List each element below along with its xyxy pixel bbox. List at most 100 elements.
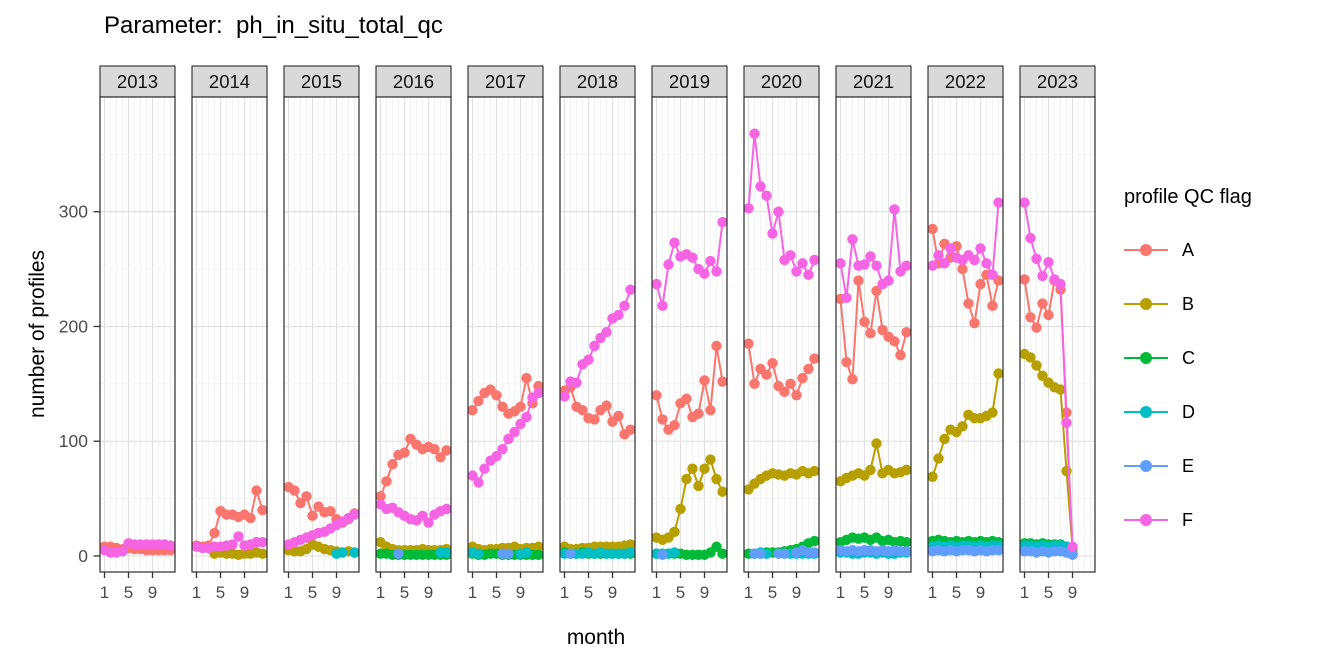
legend-key-icon [1124, 351, 1168, 365]
facet-strip [651, 65, 728, 98]
panel-background [192, 97, 267, 572]
facet-series-group [928, 197, 1003, 557]
data-point-C [711, 541, 722, 552]
data-point-F [441, 503, 451, 515]
data-point-B [871, 438, 882, 449]
facet-strip [467, 65, 544, 98]
data-point-A [785, 378, 796, 390]
data-point-F [468, 470, 478, 481]
data-point-F [509, 426, 520, 438]
data-point-F [491, 450, 502, 462]
data-point-A [429, 444, 440, 455]
data-point-E [393, 548, 404, 559]
data-point-F [663, 259, 674, 270]
data-point-A [901, 327, 911, 338]
data-point-A [797, 372, 808, 384]
data-point-A [301, 491, 312, 502]
legend-item-E: E [1118, 439, 1252, 493]
data-point-F [257, 536, 267, 548]
data-point-A [325, 505, 336, 517]
x-tick-label: 9 [424, 583, 433, 602]
panel-border [927, 96, 1004, 573]
data-point-F [473, 477, 484, 488]
y-tick-label: 0 [78, 546, 88, 566]
data-point-F [423, 517, 434, 528]
data-point-A [693, 408, 704, 419]
x-tick-label: 1 [652, 583, 661, 602]
data-point-F [233, 531, 244, 542]
data-point-A [744, 338, 754, 349]
data-point-F [836, 258, 846, 269]
data-point-A [209, 527, 220, 539]
data-point-F [749, 128, 760, 139]
facet-strip [191, 65, 268, 98]
data-point-A [1025, 312, 1036, 323]
x-tick-label: 5 [1044, 583, 1053, 602]
data-point-F [755, 181, 766, 192]
data-point-A [497, 401, 508, 412]
data-point-D [337, 547, 348, 558]
data-point-A [245, 512, 256, 524]
x-tick-label: 5 [584, 583, 593, 602]
data-point-B [533, 541, 543, 552]
data-point-A [473, 395, 484, 407]
legend-item-label: E [1182, 455, 1195, 476]
data-point-E [779, 548, 790, 559]
x-tick-label: 1 [928, 583, 937, 602]
panel-background [744, 97, 819, 572]
data-point-A [577, 405, 588, 416]
panel-border [283, 96, 360, 573]
data-point-F [928, 260, 938, 271]
facet-series-group [100, 538, 175, 558]
legend-title: profile QC flag [1124, 186, 1252, 208]
data-point-B [625, 539, 635, 550]
y-tick-label: 100 [59, 431, 88, 451]
x-tick-label: 5 [124, 583, 133, 602]
data-point-A [809, 353, 819, 364]
data-point-B [1025, 352, 1036, 363]
data-point-C [901, 536, 911, 548]
data-point-A [387, 458, 398, 470]
x-tick-label: 1 [836, 583, 845, 602]
facet-series-group [376, 433, 451, 560]
data-point-F [479, 463, 490, 474]
data-point-C [717, 548, 727, 559]
facet-2013: 2013 1 5 9 [99, 65, 176, 602]
data-point-F [945, 243, 956, 254]
x-tick-label: 1 [100, 583, 109, 602]
data-point-F [227, 539, 238, 550]
legend-item-label: A [1182, 239, 1195, 260]
facet-2022: 2022 1 5 9 [927, 65, 1004, 602]
data-point-A [865, 328, 876, 339]
x-tick-label: 9 [884, 583, 893, 602]
facet-2019: 2019 1 5 9 [651, 65, 728, 602]
data-point-B [993, 368, 1003, 379]
data-point-F [497, 444, 508, 455]
data-point-A [613, 410, 624, 422]
data-point-A [1037, 298, 1048, 309]
data-point-A [803, 363, 814, 375]
data-point-A [468, 405, 478, 416]
panel-border [99, 96, 176, 573]
y-tick-label: 300 [59, 202, 88, 222]
data-point-A [767, 357, 778, 369]
x-tick-label: 5 [492, 583, 501, 602]
data-point-A [957, 263, 968, 275]
data-point-F [1043, 257, 1054, 268]
data-point-E [755, 548, 766, 559]
x-tick-label: 1 [376, 583, 385, 602]
facet-series-group [468, 372, 543, 560]
data-point-F [993, 197, 1003, 208]
data-point-F [761, 190, 772, 201]
x-tick-label: 1 [284, 583, 293, 602]
facet-strip-label: 2020 [761, 71, 802, 92]
facet-2017: 2017 1 5 9 [467, 65, 544, 602]
data-point-F [847, 234, 858, 245]
legend-item-label: B [1182, 293, 1195, 314]
data-point-A [711, 340, 722, 352]
data-point-F [1055, 278, 1066, 290]
data-point-A [847, 374, 858, 385]
data-point-F [503, 433, 514, 445]
x-tick-label: 5 [308, 583, 317, 602]
panel-background [376, 97, 451, 572]
